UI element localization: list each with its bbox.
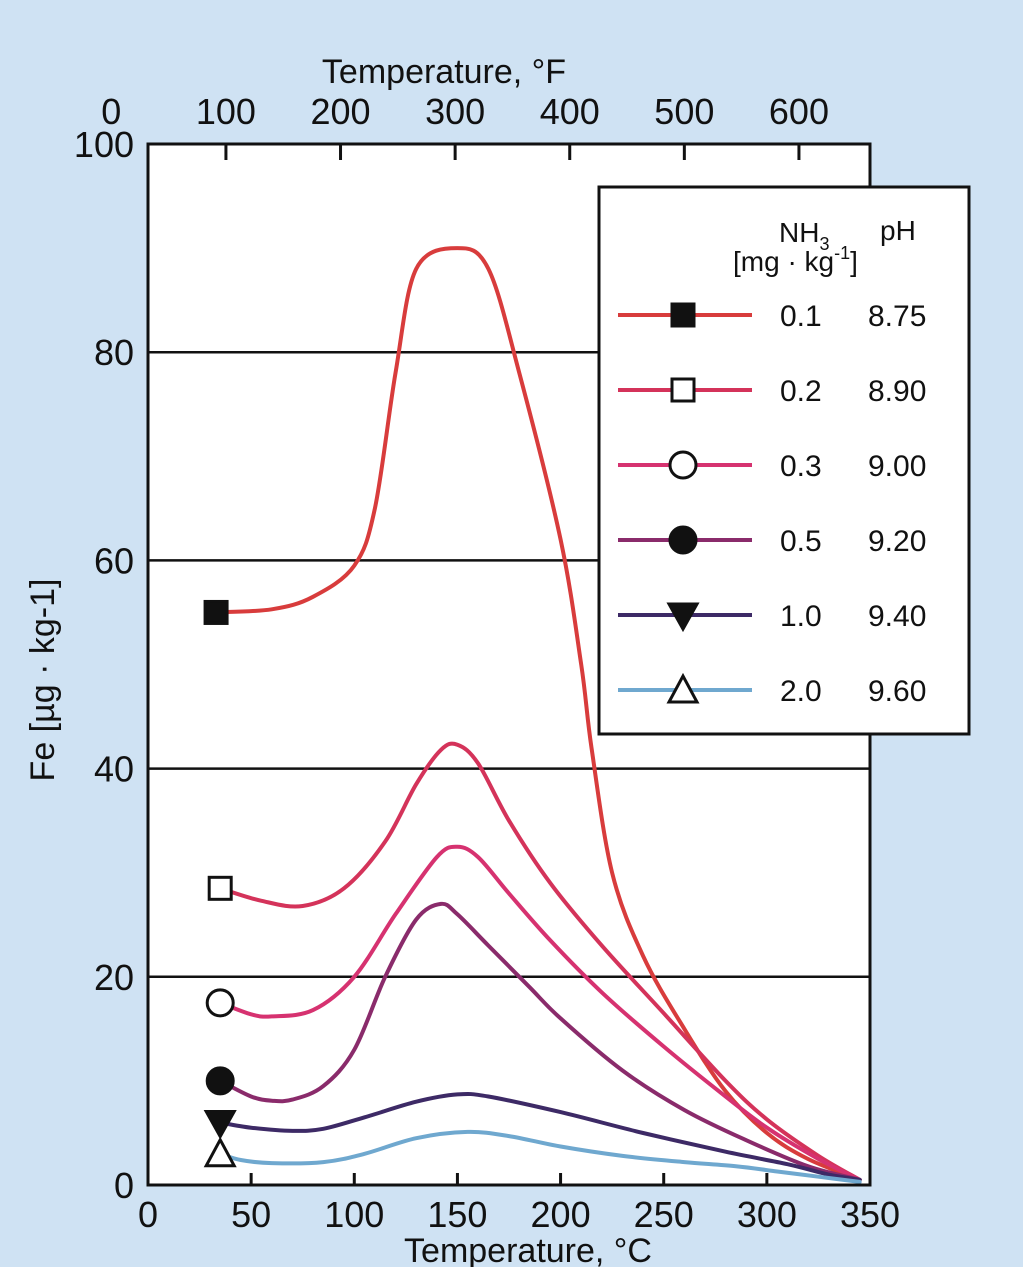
legend-marker	[670, 377, 696, 403]
series-marker	[207, 875, 233, 901]
legend-marker	[668, 525, 698, 555]
x-tick-label: 200	[531, 1194, 591, 1235]
y-tick-label: 0	[114, 1165, 134, 1206]
legend-box	[597, 185, 971, 736]
series-marker	[203, 1110, 237, 1140]
legend-header-unit-sup: -1	[834, 243, 850, 263]
legend-nh3-value: 0.3	[780, 450, 822, 483]
legend-header-nh3: NH3	[779, 217, 829, 254]
legend-ph-value: 9.00	[868, 450, 926, 483]
x-tick-label: 50	[231, 1194, 271, 1235]
legend-header-ph: pH	[880, 215, 916, 246]
x-tick-label: 350	[840, 1194, 900, 1235]
legend-header-unit-close: ]	[850, 246, 858, 277]
series-2.0	[203, 1129, 862, 1184]
series-marker	[205, 988, 235, 1018]
series-line	[218, 901, 862, 1182]
bottom-axis-title: Temperature, °C	[404, 1232, 652, 1267]
series-0.2	[207, 741, 862, 1182]
legend-row: 1.0 9.40	[618, 600, 926, 633]
y-tick-label: 80	[94, 332, 134, 373]
x2-tick-label: 600	[769, 91, 829, 132]
legend-marker	[668, 450, 698, 480]
legend-row: 0.5 9.20	[618, 525, 926, 558]
x2-tick-label: 500	[654, 91, 714, 132]
x2-tick-label: 100	[196, 91, 256, 132]
legend-marker	[670, 302, 696, 328]
legend-marker	[666, 602, 700, 633]
y-tick-label: 100	[74, 124, 134, 165]
legend-header-unit: [mg · kg-1]	[733, 243, 858, 277]
y-tick-label: 40	[94, 749, 134, 790]
series-line	[218, 844, 862, 1182]
legend-ph-value: 9.60	[868, 675, 926, 708]
legend-row: 2.0 9.60	[618, 672, 926, 708]
legend-ph-value: 9.40	[868, 600, 926, 633]
series-0.3	[205, 844, 862, 1182]
legend-ph-value: 8.75	[868, 300, 926, 333]
legend-ph-value: 9.20	[868, 525, 926, 558]
series-line	[218, 1129, 862, 1184]
series-marker	[203, 1136, 237, 1168]
legend-nh3-value: 0.2	[780, 375, 822, 408]
y-tick-label: 20	[94, 957, 134, 998]
series-1.0	[203, 1091, 862, 1182]
x-tick-label: 150	[427, 1194, 487, 1235]
legend: NH3 [mg · kg-1] pH 0.1 8.75 0.2 8.90 0.3 9.00…	[597, 185, 971, 736]
legend-header-nh3-base: NH	[779, 217, 819, 248]
x2-tick-label: 0	[101, 91, 121, 132]
legend-header-nh3-sub: 3	[819, 234, 829, 254]
x2-tick-label: 200	[310, 91, 370, 132]
x2-tick-label: 300	[425, 91, 485, 132]
x-tick-label: 300	[737, 1194, 797, 1235]
legend-row: 0.1 8.75	[618, 300, 926, 333]
legend-nh3-value: 1.0	[780, 600, 822, 633]
series-marker	[203, 599, 229, 625]
series-line	[218, 741, 862, 1182]
series-0.5	[205, 901, 862, 1182]
y-axis-title: Fe [µg · kg-1]	[24, 579, 62, 782]
legend-row: 0.2 8.90	[618, 375, 926, 408]
legend-marker	[666, 672, 700, 704]
y-tick-label: 60	[94, 540, 134, 581]
legend-row: 0.3 9.00	[618, 450, 926, 483]
x-tick-label: 250	[634, 1194, 694, 1235]
legend-nh3-value: 2.0	[780, 675, 822, 708]
series-marker	[205, 1066, 235, 1096]
legend-ph-value: 8.90	[868, 375, 926, 408]
x2-tick-label: 400	[540, 91, 600, 132]
legend-nh3-value: 0.5	[780, 525, 822, 558]
legend-header-unit-base: [mg · kg	[733, 246, 834, 277]
legend-nh3-value: 0.1	[780, 300, 822, 333]
x-tick-label: 0	[138, 1194, 158, 1235]
top-axis-title: Temperature, °F	[322, 53, 566, 91]
x-tick-label: 100	[324, 1194, 384, 1235]
series-line	[218, 1091, 862, 1182]
